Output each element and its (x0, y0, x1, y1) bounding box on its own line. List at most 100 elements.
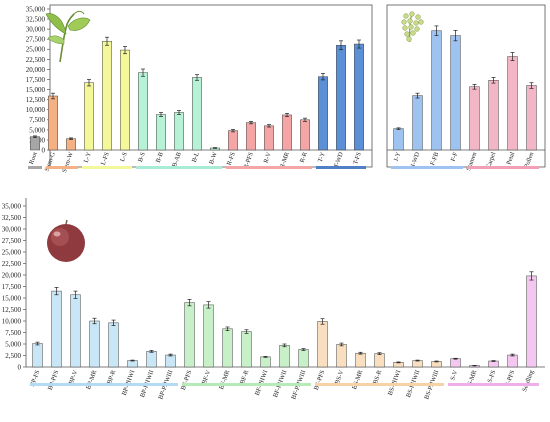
bud (410, 30, 416, 36)
y-tick-label: 30,000 (26, 26, 46, 34)
y-tick-label: 22,500 (2, 260, 22, 268)
chart-panel-inflorescence: I-Y I-WD F-FB F-F Stamen Carpel Petal Pollen (386, 4, 546, 172)
y-tick-label: 15,000 (2, 294, 22, 302)
x-tick-label: BS-PFS (313, 369, 327, 391)
bar-Seedling (526, 275, 537, 368)
x-tick-label: BP-MR (85, 369, 99, 391)
x-tick-label: Stem-W (61, 150, 75, 173)
bar-T-FS (354, 43, 364, 151)
x-tick-label: BS-V (334, 369, 346, 385)
tendril (73, 10, 85, 15)
bar-T-WD (336, 45, 346, 151)
bar-BS-PHWII (412, 360, 423, 368)
bar-Stem-G (48, 95, 58, 151)
bar-F-FB (431, 30, 442, 151)
group-strip-1 (30, 383, 178, 386)
x-tick-label: Stem-G (43, 151, 57, 172)
bar-BF-PHWIII (298, 349, 309, 368)
bud (409, 11, 415, 17)
x-tick-label: BP-R (106, 369, 118, 385)
bar-L-Y (84, 82, 94, 151)
x-tick-label: B-AB (171, 151, 183, 168)
shoot-stem (59, 13, 75, 63)
bud (406, 36, 412, 42)
x-tick-label: R-V (263, 151, 273, 164)
bar-B-AB (174, 112, 184, 151)
leaf-shape (47, 35, 65, 45)
bar-BS-MR (355, 352, 366, 368)
bar-R-PFS (246, 122, 256, 151)
group-strip-4 (448, 383, 539, 386)
x-tick-label: BP-V (68, 369, 80, 385)
bud (415, 14, 421, 20)
group-strip-2 (182, 383, 311, 386)
y-tick-label: 7,500 (29, 116, 45, 124)
y-tick-label: 12,500 (26, 96, 46, 104)
y-tick-label: 35,000 (26, 5, 46, 13)
y-tick-label: 35,000 (2, 202, 22, 210)
x-tick-label: B-W (208, 150, 219, 165)
bar-BS-PFS (317, 321, 328, 368)
bar-Petal (507, 56, 518, 151)
y-tick-label: 0 (18, 363, 22, 371)
bar-BF-PHWI (260, 356, 271, 368)
group-strip-1 (391, 166, 463, 169)
y-tick-label: 15,000 (26, 86, 46, 94)
bar-BP-R (108, 322, 119, 368)
y-tick-label: 2,500 (5, 352, 21, 360)
berry-highlight (51, 228, 69, 246)
bar-BF-MR (222, 328, 233, 368)
y-tick-label: 7,500 (5, 329, 21, 337)
bar-B-L (192, 77, 202, 151)
y-tick-label: 10,000 (26, 106, 46, 114)
group-strip-3 (82, 166, 132, 169)
x-tick-label: L-FS (100, 151, 111, 166)
bar-BF-V (203, 304, 214, 368)
x-tick-label: F-FB (429, 151, 440, 166)
x-tick-label: I-Y (393, 151, 403, 162)
group-strip-5 (226, 166, 312, 169)
bar-BF-PFS (184, 302, 195, 368)
bar-R-MR (282, 114, 292, 151)
bud (401, 19, 407, 25)
x-tick-label: Petal (505, 151, 516, 166)
bar-F-F (450, 35, 461, 151)
y-tick-label: 25,000 (26, 46, 46, 54)
bar-R-V (264, 125, 274, 151)
x-tick-label: BF-PFS (180, 369, 194, 391)
bar-BP-PHWIII (165, 354, 176, 368)
x-tick-label: L-S (119, 151, 129, 163)
bar-BP-PHWI (127, 360, 138, 368)
leaf-shape (67, 17, 91, 31)
grapevine-shoot-picture (45, 10, 91, 63)
bar-BF-PHWII (279, 345, 290, 368)
x-tick-label: BP-PHWI (121, 369, 137, 396)
x-tick-label: S-FS (486, 369, 497, 384)
bar-Stem-W (66, 138, 76, 151)
bar-BP-FS (32, 343, 43, 368)
y-tick-label: 32,500 (26, 15, 46, 23)
bar-I-WD (412, 95, 423, 151)
x-tick-label: BS-PHWI (387, 369, 403, 396)
x-tick-label: B-S (137, 151, 147, 163)
x-tick-label: BF-R (239, 369, 251, 385)
bud (408, 24, 414, 30)
bar-Pollen (526, 85, 537, 151)
y-tick-label: 22,500 (26, 56, 46, 64)
x-tick-label: R-R (299, 151, 309, 164)
inflorescence-picture (401, 11, 424, 43)
bar-BS-R (374, 353, 385, 368)
bar-L-S (120, 49, 130, 151)
bud (402, 25, 408, 31)
x-tick-label: S-V (449, 369, 459, 381)
y-tick-label: 17,500 (26, 76, 46, 84)
x-tick-label: I-WD (410, 151, 422, 168)
y-tick-label: 0 (42, 146, 46, 154)
group-strip-4 (136, 166, 222, 169)
bar-L-FS (102, 40, 112, 151)
bar-B-S (138, 72, 148, 151)
x-tick-label: BS-R (372, 369, 384, 385)
bar-BF-R (241, 331, 252, 368)
